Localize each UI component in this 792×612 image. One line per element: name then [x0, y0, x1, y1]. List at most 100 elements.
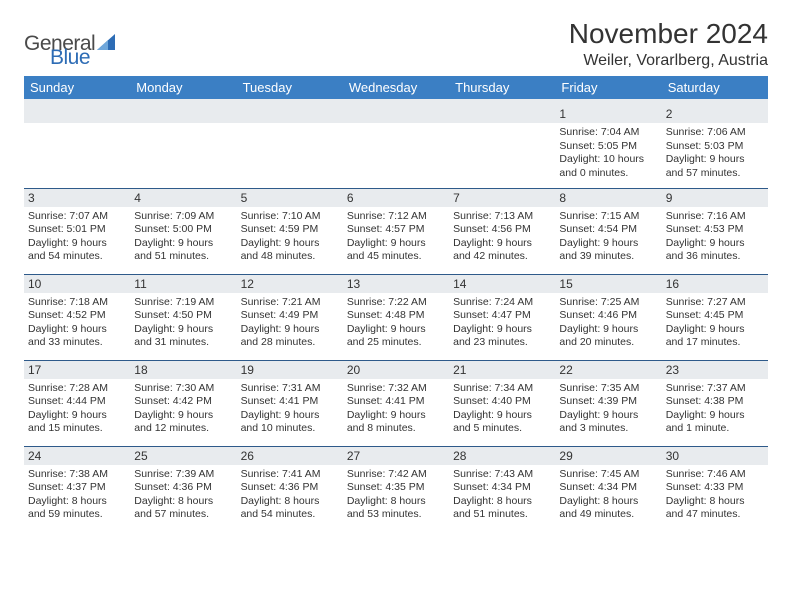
day-number: 8	[555, 189, 661, 207]
day-number: 17	[24, 361, 130, 379]
day-header-row: Sunday Monday Tuesday Wednesday Thursday…	[24, 76, 768, 102]
day-details: Sunrise: 7:04 AMSunset: 5:05 PMDaylight:…	[555, 123, 661, 184]
calendar-week-row: 24Sunrise: 7:38 AMSunset: 4:37 PMDayligh…	[24, 446, 768, 532]
day-details: Sunrise: 7:35 AMSunset: 4:39 PMDaylight:…	[555, 379, 661, 440]
calendar-day-cell: 17Sunrise: 7:28 AMSunset: 4:44 PMDayligh…	[24, 360, 130, 446]
day-details: Sunrise: 7:42 AMSunset: 4:35 PMDaylight:…	[343, 465, 449, 526]
calendar-week-row: 10Sunrise: 7:18 AMSunset: 4:52 PMDayligh…	[24, 274, 768, 360]
calendar-day-cell: 26Sunrise: 7:41 AMSunset: 4:36 PMDayligh…	[237, 446, 343, 532]
calendar-day-cell: 19Sunrise: 7:31 AMSunset: 4:41 PMDayligh…	[237, 360, 343, 446]
day-header: Tuesday	[237, 76, 343, 102]
day-details: Sunrise: 7:41 AMSunset: 4:36 PMDaylight:…	[237, 465, 343, 526]
day-details: Sunrise: 7:18 AMSunset: 4:52 PMDaylight:…	[24, 293, 130, 354]
calendar-day-cell: 28Sunrise: 7:43 AMSunset: 4:34 PMDayligh…	[449, 446, 555, 532]
day-details: Sunrise: 7:34 AMSunset: 4:40 PMDaylight:…	[449, 379, 555, 440]
calendar-day-cell: 23Sunrise: 7:37 AMSunset: 4:38 PMDayligh…	[662, 360, 768, 446]
calendar-week-row: 17Sunrise: 7:28 AMSunset: 4:44 PMDayligh…	[24, 360, 768, 446]
day-number: 29	[555, 447, 661, 465]
brand-word-2: Blue	[24, 46, 90, 69]
day-number: 19	[237, 361, 343, 379]
day-number: 20	[343, 361, 449, 379]
day-header: Thursday	[449, 76, 555, 102]
calendar-day-cell: 29Sunrise: 7:45 AMSunset: 4:34 PMDayligh…	[555, 446, 661, 532]
day-number: 15	[555, 275, 661, 293]
day-number: 3	[24, 189, 130, 207]
calendar-day-cell	[130, 102, 236, 188]
day-details: Sunrise: 7:09 AMSunset: 5:00 PMDaylight:…	[130, 207, 236, 268]
day-number: 10	[24, 275, 130, 293]
calendar-day-cell: 18Sunrise: 7:30 AMSunset: 4:42 PMDayligh…	[130, 360, 236, 446]
day-header: Saturday	[662, 76, 768, 102]
day-details: Sunrise: 7:19 AMSunset: 4:50 PMDaylight:…	[130, 293, 236, 354]
day-number	[449, 105, 555, 123]
calendar-day-cell: 30Sunrise: 7:46 AMSunset: 4:33 PMDayligh…	[662, 446, 768, 532]
calendar-table: Sunday Monday Tuesday Wednesday Thursday…	[24, 76, 768, 532]
calendar-day-cell: 10Sunrise: 7:18 AMSunset: 4:52 PMDayligh…	[24, 274, 130, 360]
day-number: 21	[449, 361, 555, 379]
day-number	[237, 105, 343, 123]
day-details: Sunrise: 7:06 AMSunset: 5:03 PMDaylight:…	[662, 123, 768, 184]
calendar-day-cell: 12Sunrise: 7:21 AMSunset: 4:49 PMDayligh…	[237, 274, 343, 360]
day-details: Sunrise: 7:16 AMSunset: 4:53 PMDaylight:…	[662, 207, 768, 268]
day-details: Sunrise: 7:25 AMSunset: 4:46 PMDaylight:…	[555, 293, 661, 354]
day-details: Sunrise: 7:13 AMSunset: 4:56 PMDaylight:…	[449, 207, 555, 268]
day-header: Sunday	[24, 76, 130, 102]
calendar-day-cell: 24Sunrise: 7:38 AMSunset: 4:37 PMDayligh…	[24, 446, 130, 532]
day-number: 22	[555, 361, 661, 379]
calendar-day-cell: 2Sunrise: 7:06 AMSunset: 5:03 PMDaylight…	[662, 102, 768, 188]
calendar-day-cell: 16Sunrise: 7:27 AMSunset: 4:45 PMDayligh…	[662, 274, 768, 360]
calendar-day-cell: 11Sunrise: 7:19 AMSunset: 4:50 PMDayligh…	[130, 274, 236, 360]
day-details: Sunrise: 7:45 AMSunset: 4:34 PMDaylight:…	[555, 465, 661, 526]
day-number	[343, 105, 449, 123]
calendar-day-cell	[237, 102, 343, 188]
day-number: 14	[449, 275, 555, 293]
day-number: 1	[555, 105, 661, 123]
calendar-day-cell: 20Sunrise: 7:32 AMSunset: 4:41 PMDayligh…	[343, 360, 449, 446]
day-number: 23	[662, 361, 768, 379]
day-number: 24	[24, 447, 130, 465]
day-number: 18	[130, 361, 236, 379]
calendar-day-cell: 4Sunrise: 7:09 AMSunset: 5:00 PMDaylight…	[130, 188, 236, 274]
day-number: 7	[449, 189, 555, 207]
day-header: Wednesday	[343, 76, 449, 102]
day-number: 28	[449, 447, 555, 465]
day-number: 6	[343, 189, 449, 207]
day-number: 13	[343, 275, 449, 293]
calendar-day-cell: 14Sunrise: 7:24 AMSunset: 4:47 PMDayligh…	[449, 274, 555, 360]
day-number	[130, 105, 236, 123]
calendar-body: 1Sunrise: 7:04 AMSunset: 5:05 PMDaylight…	[24, 102, 768, 532]
day-number: 2	[662, 105, 768, 123]
day-details: Sunrise: 7:10 AMSunset: 4:59 PMDaylight:…	[237, 207, 343, 268]
day-details: Sunrise: 7:32 AMSunset: 4:41 PMDaylight:…	[343, 379, 449, 440]
calendar-day-cell: 21Sunrise: 7:34 AMSunset: 4:40 PMDayligh…	[449, 360, 555, 446]
calendar-day-cell: 9Sunrise: 7:16 AMSunset: 4:53 PMDaylight…	[662, 188, 768, 274]
day-details: Sunrise: 7:15 AMSunset: 4:54 PMDaylight:…	[555, 207, 661, 268]
calendar-day-cell: 1Sunrise: 7:04 AMSunset: 5:05 PMDaylight…	[555, 102, 661, 188]
day-details: Sunrise: 7:21 AMSunset: 4:49 PMDaylight:…	[237, 293, 343, 354]
calendar-day-cell: 6Sunrise: 7:12 AMSunset: 4:57 PMDaylight…	[343, 188, 449, 274]
calendar-day-cell: 15Sunrise: 7:25 AMSunset: 4:46 PMDayligh…	[555, 274, 661, 360]
calendar-day-cell: 8Sunrise: 7:15 AMSunset: 4:54 PMDaylight…	[555, 188, 661, 274]
calendar-week-row: 1Sunrise: 7:04 AMSunset: 5:05 PMDaylight…	[24, 102, 768, 188]
day-number: 16	[662, 275, 768, 293]
day-details: Sunrise: 7:37 AMSunset: 4:38 PMDaylight:…	[662, 379, 768, 440]
calendar-day-cell	[449, 102, 555, 188]
calendar-day-cell: 5Sunrise: 7:10 AMSunset: 4:59 PMDaylight…	[237, 188, 343, 274]
calendar-day-cell	[24, 102, 130, 188]
calendar-day-cell: 22Sunrise: 7:35 AMSunset: 4:39 PMDayligh…	[555, 360, 661, 446]
day-header: Friday	[555, 76, 661, 102]
day-details: Sunrise: 7:27 AMSunset: 4:45 PMDaylight:…	[662, 293, 768, 354]
calendar-day-cell: 25Sunrise: 7:39 AMSunset: 4:36 PMDayligh…	[130, 446, 236, 532]
day-details: Sunrise: 7:28 AMSunset: 4:44 PMDaylight:…	[24, 379, 130, 440]
day-details: Sunrise: 7:07 AMSunset: 5:01 PMDaylight:…	[24, 207, 130, 268]
calendar-day-cell: 7Sunrise: 7:13 AMSunset: 4:56 PMDaylight…	[449, 188, 555, 274]
day-header: Monday	[130, 76, 236, 102]
day-details: Sunrise: 7:24 AMSunset: 4:47 PMDaylight:…	[449, 293, 555, 354]
day-number: 26	[237, 447, 343, 465]
day-number: 30	[662, 447, 768, 465]
day-details: Sunrise: 7:43 AMSunset: 4:34 PMDaylight:…	[449, 465, 555, 526]
day-details: Sunrise: 7:39 AMSunset: 4:36 PMDaylight:…	[130, 465, 236, 526]
day-details: Sunrise: 7:46 AMSunset: 4:33 PMDaylight:…	[662, 465, 768, 526]
day-number: 12	[237, 275, 343, 293]
day-details: Sunrise: 7:12 AMSunset: 4:57 PMDaylight:…	[343, 207, 449, 268]
